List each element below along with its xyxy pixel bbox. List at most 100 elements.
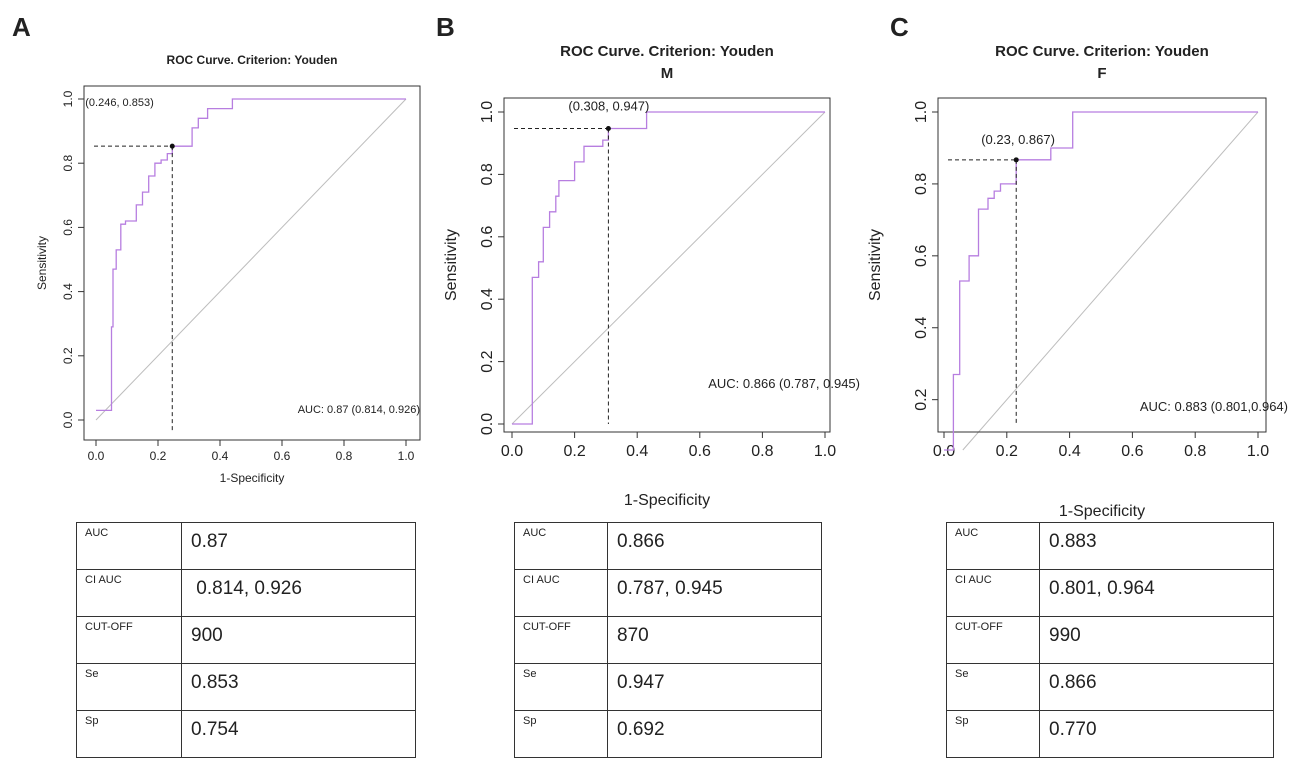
chart-subtitle: M — [661, 65, 674, 82]
x-axis-label: 1-Specificity — [624, 492, 710, 509]
auc-annotation: AUC: 0.87 (0.814, 0.926) — [298, 404, 420, 416]
y-tick-label: 0.2 — [61, 347, 75, 364]
stat-key: CUT-OFF — [946, 616, 1040, 664]
x-axis-label: 1-Specificity — [220, 471, 285, 485]
x-tick-label: 1.0 — [814, 443, 836, 460]
roc-curve — [944, 111, 1258, 451]
y-tick-label: 1.0 — [61, 90, 75, 107]
stats-row: CI AUC 0.801, 0.964 — [946, 569, 1274, 617]
y-axis-label: Sensitivity — [35, 236, 49, 290]
y-axis: 0.0 0.2 0.4 0.6 0.8 1.0 — [61, 90, 85, 428]
x-tick-label: 1.0 — [1247, 443, 1269, 460]
plot-frame — [937, 97, 1267, 433]
stat-value: 0.814, 0.926 — [181, 569, 416, 617]
stat-value: 0.87 — [181, 522, 416, 570]
chart-title: ROC Curve. Criterion: Youden — [995, 43, 1209, 60]
stat-key: CI AUC — [514, 569, 608, 617]
cutoff-point-label: (0.246, 0.853) — [85, 97, 154, 109]
stat-key: CUT-OFF — [514, 616, 608, 664]
stat-value: 0.866 — [607, 522, 822, 570]
stat-key: Se — [946, 663, 1040, 711]
stats-row: Se 0.947 — [514, 663, 822, 711]
stats-row: Se 0.866 — [946, 663, 1274, 711]
stat-value: 0.801, 0.964 — [1039, 569, 1274, 617]
stat-value: 990 — [1039, 616, 1274, 664]
stat-key: Sp — [76, 710, 182, 758]
cutoff-point — [1013, 157, 1019, 163]
stat-key: CI AUC — [76, 569, 182, 617]
diagonal-reference-line — [95, 98, 407, 421]
y-tick-label: 1.0 — [479, 101, 496, 123]
x-tick-label: 0.4 — [212, 449, 229, 463]
y-tick-label: 0.2 — [913, 388, 930, 410]
stat-key: AUC — [946, 522, 1040, 570]
y-tick-label: 0.8 — [913, 173, 930, 195]
cutoff-point-label: (0.308, 0.947) — [568, 99, 649, 114]
diagonal-reference-line — [962, 111, 1259, 451]
y-axis: 0.0 0.2 0.4 0.6 0.8 1.0 — [479, 101, 505, 435]
stat-value: 0.853 — [181, 663, 416, 711]
stats-row: CUT-OFF 990 — [946, 616, 1274, 664]
diagonal-reference-line — [511, 111, 826, 425]
y-tick-label: 0.6 — [479, 226, 496, 248]
stat-key: CUT-OFF — [76, 616, 182, 664]
stat-value: 0.947 — [607, 663, 822, 711]
stats-table: AUC 0.883 CI AUC 0.801, 0.964 CUT-OFF 990 Se 0.… — [946, 522, 1274, 758]
stats-row: Sp 0.770 — [946, 710, 1274, 758]
y-axis: 0.2 0.4 0.6 0.8 1.0 — [913, 101, 939, 411]
cutoff-point — [169, 143, 175, 149]
x-tick-label: 0.0 — [933, 443, 955, 460]
stat-key: CI AUC — [946, 569, 1040, 617]
y-axis-label: Sensitivity — [443, 229, 460, 301]
x-axis: 0.0 0.2 0.4 0.6 0.8 1.0 — [933, 431, 1269, 460]
stat-value: 0.692 — [607, 710, 822, 758]
x-tick-label: 0.2 — [563, 443, 585, 460]
x-axis: 0.0 0.2 0.4 0.6 0.8 1.0 — [501, 431, 836, 460]
panel-c: C ROC Curve. Criterion: Youden F 0.0 0.2 0.4… — [862, 0, 1298, 758]
stats-row: CUT-OFF 900 — [76, 616, 416, 664]
stats-row: Sp 0.754 — [76, 710, 416, 758]
x-tick-label: 0.2 — [150, 449, 167, 463]
stats-row: Se 0.853 — [76, 663, 416, 711]
stat-key: AUC — [76, 522, 182, 570]
stats-row: AUC 0.883 — [946, 522, 1274, 570]
stats-row: CI AUC 0.814, 0.926 — [76, 569, 416, 617]
y-tick-label: 0.0 — [479, 413, 496, 435]
y-axis-label: Sensitivity — [867, 229, 884, 301]
x-tick-label: 0.0 — [88, 449, 105, 463]
plot-frame — [83, 85, 421, 441]
chart-title: ROC Curve. Criterion: Youden — [560, 43, 774, 60]
stat-key: Se — [514, 663, 608, 711]
stats-row: CUT-OFF 870 — [514, 616, 822, 664]
x-tick-label: 0.4 — [626, 443, 648, 460]
stat-value: 0.754 — [181, 710, 416, 758]
cutoff-point-label: (0.23, 0.867) — [981, 132, 1055, 147]
auc-annotation: AUC: 0.866 (0.787, 0.945) — [708, 376, 860, 391]
roc-chart: ROC Curve. Criterion: Youden 0.0 0.2 0.4 0.6… — [35, 53, 421, 485]
stat-value: 870 — [607, 616, 822, 664]
stat-value: 0.787, 0.945 — [607, 569, 822, 617]
y-tick-label: 0.2 — [479, 350, 496, 372]
stat-key: Sp — [514, 710, 608, 758]
x-tick-label: 0.8 — [336, 449, 353, 463]
y-tick-label: 0.8 — [61, 155, 75, 172]
y-tick-label: 0.4 — [479, 288, 496, 310]
y-tick-label: 0.6 — [913, 245, 930, 267]
x-tick-label: 0.6 — [1121, 443, 1143, 460]
y-tick-label: 0.8 — [479, 163, 496, 185]
stat-value: 0.770 — [1039, 710, 1274, 758]
x-axis-label: 1-Specificity — [1059, 503, 1145, 520]
roc-curve — [96, 98, 406, 412]
x-tick-label: 0.2 — [996, 443, 1018, 460]
x-tick-label: 0.8 — [1184, 443, 1206, 460]
panel-a: A ROC Curve. Criterion: Youden 0.0 0.2 0.4 0… — [12, 0, 432, 758]
y-tick-label: 0.4 — [61, 283, 75, 300]
x-tick-label: 0.6 — [274, 449, 291, 463]
stat-value: 0.883 — [1039, 522, 1274, 570]
y-tick-label: 0.0 — [61, 411, 75, 428]
cutoff-point — [605, 126, 611, 132]
stat-key: Se — [76, 663, 182, 711]
chart-subtitle: F — [1097, 65, 1106, 82]
